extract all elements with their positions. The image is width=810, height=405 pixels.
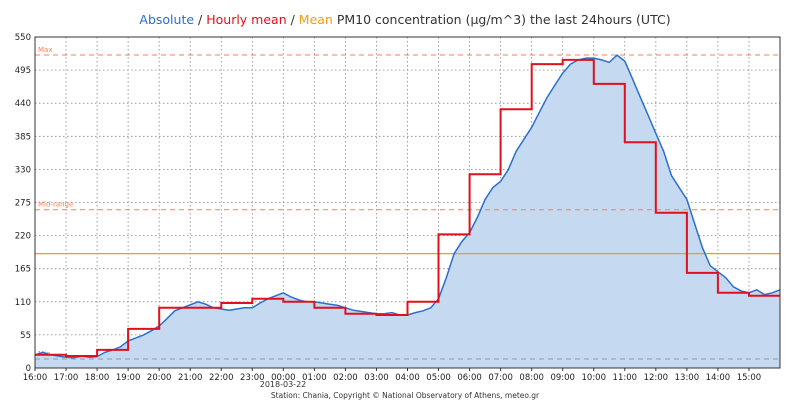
y-tick-label: 110: [15, 298, 31, 308]
y-tick-label: 385: [15, 132, 31, 142]
x-tick-label: 09:00: [550, 373, 575, 383]
title-part-2: Hourly mean: [206, 12, 286, 27]
hourly-mean-line: [35, 58, 780, 357]
fill-layer: [35, 55, 780, 368]
x-axis: 16:00 17:00 18:00 19:00 20:00 21:00 22:00 23:00…: [23, 368, 761, 383]
x-tick-label: 15:00: [737, 373, 762, 383]
ref-label-mid-range: Mid-range: [38, 201, 73, 209]
title-part-5: PM10 concentration (µg/m^3) the last 24h…: [333, 12, 671, 27]
series-layer: [34, 54, 781, 359]
x-tick-label: 22:00: [209, 373, 234, 383]
title-part-1: /: [194, 12, 206, 27]
title-part-0: Absolute: [139, 12, 194, 27]
x-tick-label: 12:00: [644, 373, 669, 383]
x-tick-label: 16:00: [23, 373, 48, 383]
absolute-area: [35, 55, 780, 368]
x-tick-label: 11:00: [613, 373, 638, 383]
x-tick-label: 17:00: [54, 373, 79, 383]
y-axis: 0 55 110 165 220 275 330 385 440 495 550: [15, 33, 31, 374]
date-label: 2018-03-22: [260, 380, 307, 389]
x-tick-label: 06:00: [457, 373, 482, 383]
x-tick-label: 21:00: [178, 373, 203, 383]
title-part-4: Mean: [299, 12, 333, 27]
x-tick-label: 02:00: [333, 373, 358, 383]
x-tick-label: 00:00: [271, 373, 296, 383]
y-tick-label: 165: [15, 265, 31, 275]
x-tick-label: 10:00: [582, 373, 607, 383]
ref-label-max: Max: [38, 46, 52, 54]
x-tick-label: 23:00: [240, 373, 265, 383]
x-tick-label: 01:00: [302, 373, 327, 383]
x-tick-label: 14:00: [706, 373, 731, 383]
x-tick-label: 20:00: [147, 373, 172, 383]
chart-title: Absolute / Hourly mean / Mean PM10 conce…: [139, 12, 670, 27]
x-tick-label: 07:00: [488, 373, 513, 383]
y-tick-label: 550: [15, 33, 31, 43]
y-tick-label: 55: [20, 331, 31, 341]
x-tick-label: 13:00: [675, 373, 700, 383]
x-tick-label: 04:00: [395, 373, 420, 383]
y-tick-label: 495: [15, 66, 31, 76]
x-tick-label: 05:00: [426, 373, 451, 383]
y-tick-label: 220: [15, 232, 31, 242]
y-tick-label: 0: [26, 364, 31, 374]
x-tick-label: 03:00: [364, 373, 389, 383]
footer-credit: Station: Chania, Copyright © National Ob…: [271, 391, 540, 400]
x-tick-label: 18:00: [85, 373, 110, 383]
y-tick-label: 330: [15, 165, 31, 175]
y-tick-label: 440: [15, 99, 31, 109]
y-tick-label: 275: [15, 199, 31, 209]
x-tick-label: 19:00: [116, 373, 141, 383]
title-part-3: /: [287, 12, 299, 27]
x-tick-label: 08:00: [519, 373, 544, 383]
